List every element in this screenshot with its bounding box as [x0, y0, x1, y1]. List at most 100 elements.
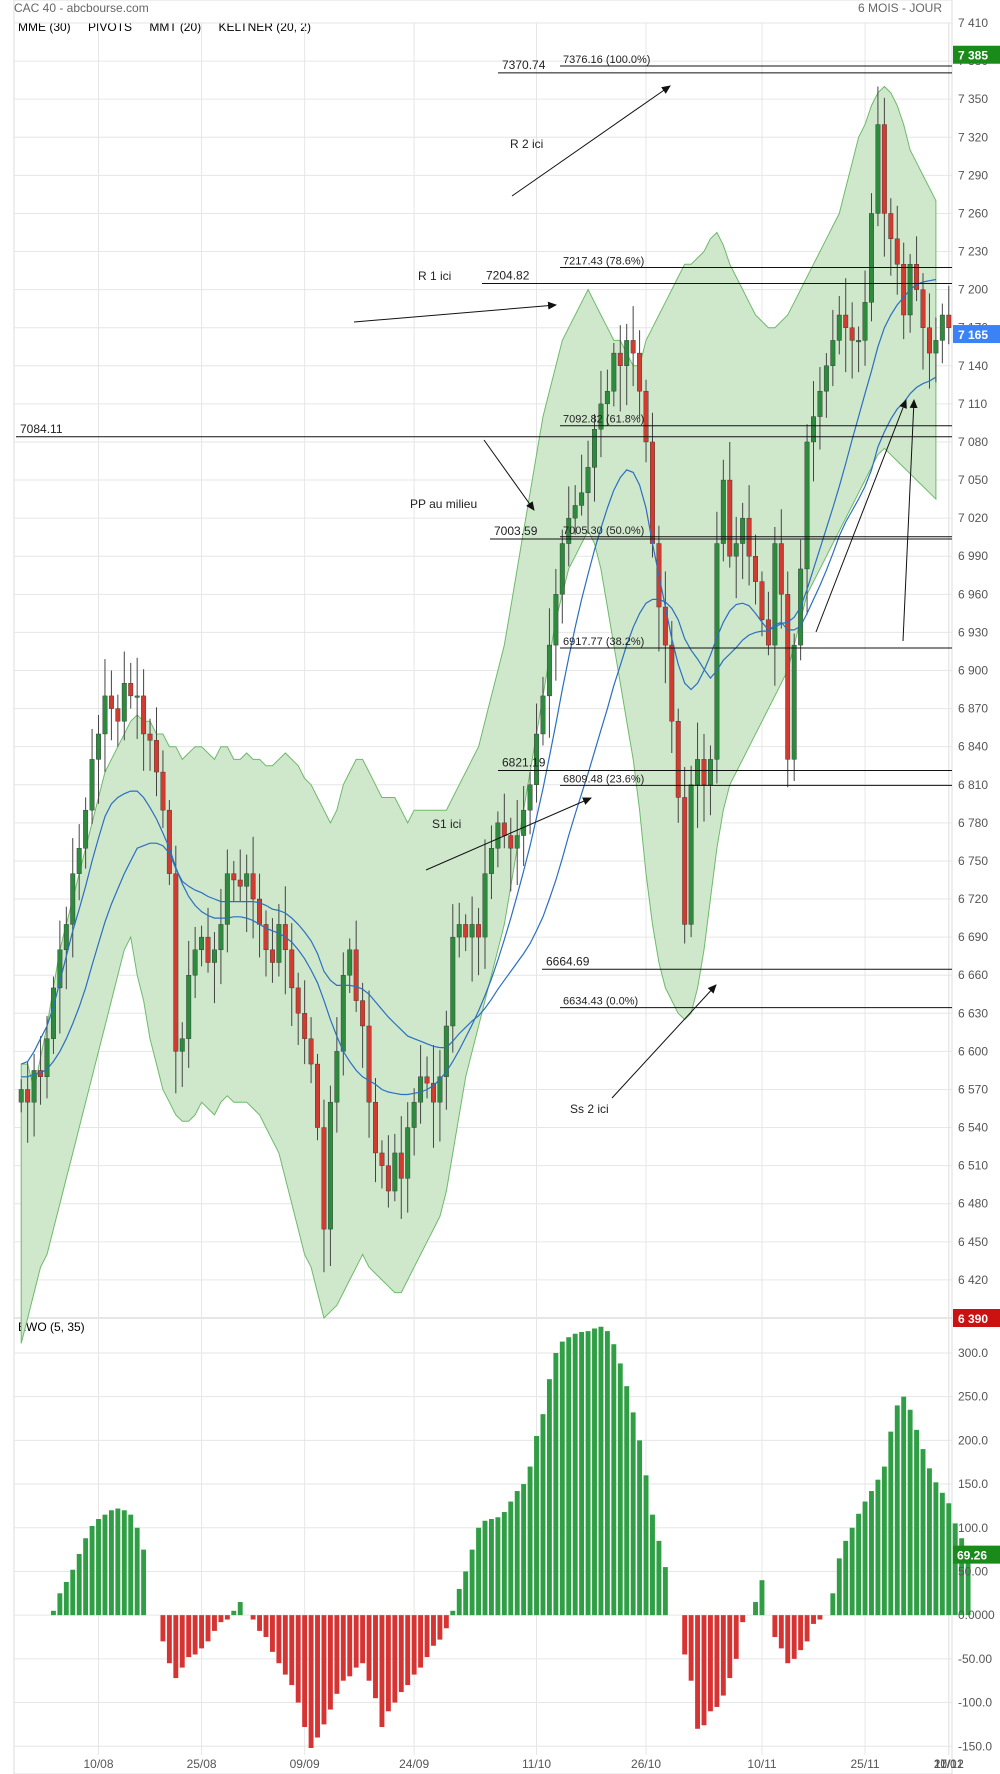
- ewo-bar-positive: [939, 1492, 945, 1616]
- candle-up: [579, 492, 585, 506]
- candle-up: [572, 505, 578, 519]
- fib-label: 7005.30 (50.0%): [563, 525, 644, 537]
- pivot-label: 7003.59: [494, 524, 538, 538]
- candle-up: [89, 759, 95, 811]
- price-tick-label: 6 570: [958, 1082, 988, 1096]
- candle-down: [888, 213, 894, 240]
- candle-down: [927, 327, 932, 354]
- ewo-bar-positive: [488, 1519, 494, 1616]
- candle-up: [598, 403, 604, 430]
- candle-up: [44, 1038, 50, 1077]
- candle-down: [141, 695, 147, 735]
- ewo-bar-positive: [920, 1449, 926, 1616]
- mmt-line: [20, 278, 937, 1096]
- ewo-bar-negative: [295, 1615, 301, 1703]
- ewo-bar-negative: [437, 1615, 443, 1640]
- date-tick-label: 10/11: [747, 1757, 776, 1771]
- candle-down: [463, 924, 469, 938]
- ewo-bar-positive: [630, 1412, 636, 1616]
- ewo-bar-positive: [102, 1514, 108, 1616]
- date-tick-label: 10/08: [84, 1757, 114, 1771]
- price-tick-label: 6 480: [958, 1197, 988, 1211]
- candle-up: [546, 644, 552, 697]
- price-tick-label: 6 660: [958, 968, 988, 982]
- candle-up: [707, 759, 713, 785]
- ewo-bar-positive: [50, 1610, 56, 1616]
- price-tick-label: 7 230: [958, 245, 988, 259]
- price-tick-label: 6 540: [958, 1121, 988, 1135]
- annotation-arrow: [815, 399, 907, 633]
- ewo-bar-positive: [121, 1510, 127, 1616]
- annotation-note: S1 ici: [432, 817, 461, 831]
- ewo-bar-negative: [257, 1615, 262, 1631]
- high-badge-text: 7 385: [958, 49, 988, 63]
- ewo-bar-negative: [398, 1615, 404, 1693]
- ewo-tick-label: 300.0: [958, 1346, 988, 1360]
- candle-down: [881, 124, 887, 214]
- date-tick-label: 10/12: [934, 1757, 964, 1771]
- candle-up: [411, 1101, 417, 1128]
- fib-label: 7217.43 (78.6%): [563, 255, 644, 267]
- candle-up: [514, 835, 520, 849]
- annotation-arrow: [511, 85, 671, 197]
- date-tick-label: 11/10: [522, 1757, 551, 1771]
- candle-up: [695, 759, 701, 785]
- ewo-bar-positive: [650, 1514, 655, 1616]
- candle-down: [476, 924, 482, 938]
- ewo-bar-positive: [70, 1569, 76, 1616]
- candle-up: [559, 543, 565, 595]
- candle-down: [231, 873, 237, 881]
- candle-down: [128, 682, 134, 697]
- candle-down: [160, 771, 166, 811]
- price-tick-label: 7 200: [958, 283, 988, 297]
- candle-up: [862, 302, 868, 341]
- candle-up: [740, 517, 746, 544]
- candle-down: [237, 879, 243, 887]
- ewo-bar-negative: [791, 1615, 797, 1659]
- pivot-label: 7204.82: [486, 268, 530, 282]
- candle-up: [772, 543, 778, 646]
- high-badge: [953, 45, 1000, 64]
- ewo-bar-negative: [315, 1615, 320, 1738]
- chart-frame: [13, 0, 953, 1774]
- candle-down: [366, 1025, 372, 1103]
- candle-down: [154, 740, 159, 773]
- candle-up: [96, 733, 101, 760]
- price-tick-label: 6 900: [958, 664, 988, 678]
- last-price-badge: [953, 325, 1000, 344]
- ewo-bar-negative: [733, 1615, 739, 1659]
- annotation-arrow: [611, 984, 717, 1099]
- candle-down: [108, 695, 114, 709]
- ewo-bar-positive: [456, 1588, 462, 1616]
- ewo-bar-positive: [869, 1491, 874, 1616]
- candle-up: [418, 1076, 424, 1103]
- date-axis: 10/08 25/08 09/09 24/09 11/10 26/10 10/11 25/11…: [84, 1757, 965, 1771]
- candle-down: [424, 1076, 430, 1084]
- candle-up: [720, 479, 726, 544]
- candle-up: [179, 1038, 185, 1052]
- candle-up: [566, 517, 572, 544]
- candle-down: [115, 708, 121, 722]
- candle-down: [650, 441, 655, 544]
- ewo-tick-label: 100.0: [958, 1521, 988, 1535]
- ewo-bar-positive: [514, 1491, 520, 1616]
- ewo-legend[interactable]: EWO (5, 35): [18, 1320, 85, 1334]
- candle-up: [212, 949, 217, 963]
- ewo-bar-positive: [57, 1593, 63, 1616]
- ewo-bar-negative: [250, 1615, 256, 1620]
- ewo-bar-positive: [598, 1326, 604, 1616]
- fib-label: 6634.43 (0.0%): [563, 996, 638, 1008]
- date-tick-label: 11/01: [934, 1757, 963, 1771]
- candle-down: [250, 873, 256, 900]
- price-tick-label: 6 420: [958, 1273, 988, 1287]
- candle-down: [617, 352, 623, 366]
- ewo-bar-positive: [881, 1466, 887, 1616]
- candle-up: [733, 543, 739, 557]
- date-tick-label: 24/09: [399, 1757, 429, 1771]
- low-badge-text: 6 390: [958, 1312, 988, 1326]
- ewo-bar-positive: [592, 1328, 597, 1616]
- ewo-bar-positive: [572, 1333, 578, 1616]
- ewo-bar-positive: [759, 1580, 765, 1616]
- candles: [18, 86, 952, 1273]
